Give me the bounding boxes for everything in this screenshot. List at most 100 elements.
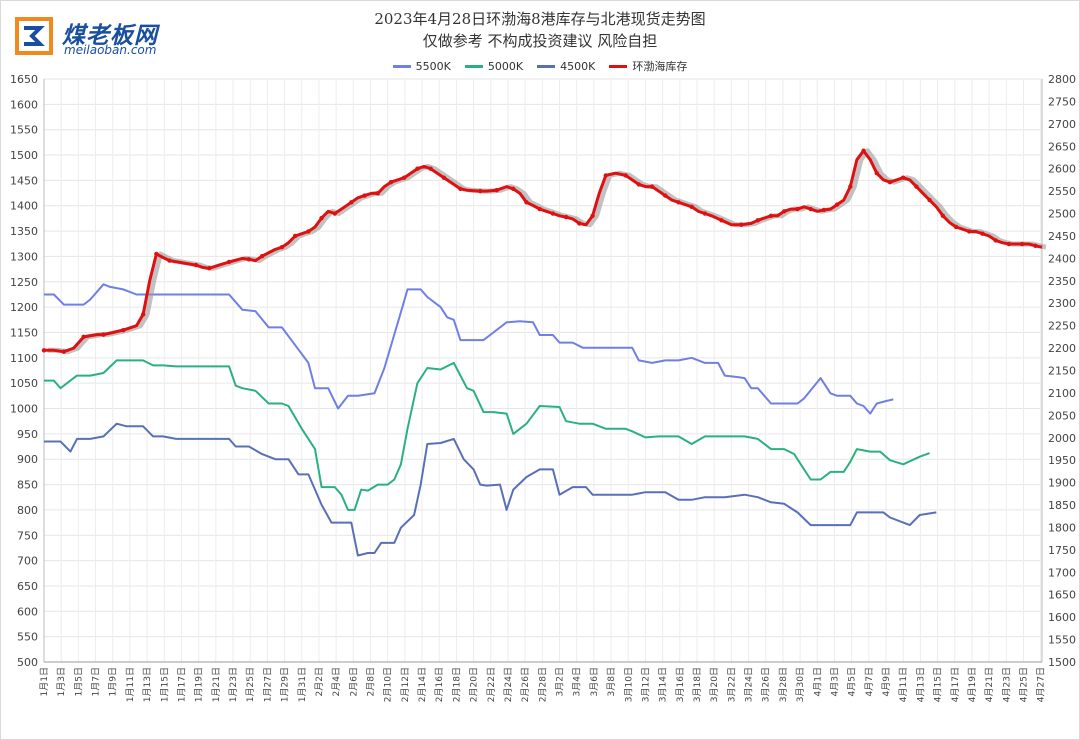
left-tick-label: 800 bbox=[17, 504, 38, 517]
x-tick-label: 1月15日 bbox=[159, 667, 170, 702]
x-tick-label: 2月6日 bbox=[348, 667, 359, 696]
x-tick-label: 3月22日 bbox=[726, 667, 737, 702]
legend-label: 环渤海库存 bbox=[632, 60, 688, 73]
x-tick-label: 1月27日 bbox=[262, 667, 273, 702]
right-tick-label: 1550 bbox=[1048, 634, 1076, 647]
series-point bbox=[782, 209, 787, 214]
x-tick-label: 1月7日 bbox=[91, 667, 102, 696]
x-tick-label: 1月17日 bbox=[176, 667, 187, 702]
x-tick-label: 4月9日 bbox=[881, 667, 892, 696]
x-tick-label: 1月11日 bbox=[125, 667, 136, 702]
right-tick-label: 2600 bbox=[1048, 163, 1076, 176]
series-point bbox=[1019, 241, 1025, 247]
series-point bbox=[207, 266, 212, 271]
series-point bbox=[246, 257, 252, 262]
series-line-5000K bbox=[44, 359, 930, 511]
series-line-4500K bbox=[44, 422, 937, 557]
series-point bbox=[577, 221, 582, 226]
series-point bbox=[676, 200, 681, 205]
x-tick-label: 4月23日 bbox=[1001, 667, 1012, 702]
series-point bbox=[901, 175, 906, 180]
right-tick-label: 2100 bbox=[1048, 387, 1076, 400]
left-tick-label: 1300 bbox=[10, 250, 38, 263]
x-tick-label: 2月4日 bbox=[331, 667, 342, 696]
right-tick-label: 2450 bbox=[1048, 230, 1076, 243]
left-tick-label: 950 bbox=[17, 428, 38, 441]
left-tick-label: 1600 bbox=[10, 98, 38, 111]
left-tick-label: 500 bbox=[17, 656, 38, 669]
x-tick-label: 3月4日 bbox=[572, 667, 583, 696]
logo: 煤老板网 meilaoban.com bbox=[14, 14, 214, 60]
left-tick-label: 1150 bbox=[10, 326, 38, 339]
left-tick-label: 550 bbox=[17, 631, 38, 644]
right-tick-label: 2000 bbox=[1048, 432, 1076, 445]
series-point bbox=[887, 179, 893, 185]
left-tick-label: 1400 bbox=[10, 200, 38, 213]
left-tick-label: 1100 bbox=[10, 352, 38, 365]
series-point bbox=[279, 244, 285, 250]
right-tick-label: 1700 bbox=[1048, 566, 1076, 579]
x-tick-label: 1月13日 bbox=[142, 667, 153, 702]
right-tick-label: 2800 bbox=[1048, 73, 1076, 86]
series-point bbox=[861, 148, 866, 153]
legend-item: 环渤海库存 bbox=[609, 58, 687, 74]
logo-mark-icon bbox=[15, 17, 53, 55]
legend-item: 4500K bbox=[537, 58, 595, 74]
x-tick-label: 3月10日 bbox=[623, 667, 634, 702]
series-point bbox=[953, 224, 959, 230]
x-tick-label: 4月15日 bbox=[933, 667, 944, 702]
series-point bbox=[415, 166, 420, 171]
series-point bbox=[101, 332, 106, 337]
right-tick-label: 2150 bbox=[1048, 365, 1076, 378]
series-point bbox=[649, 184, 655, 189]
x-tick-label: 4月1日 bbox=[812, 667, 823, 696]
x-tick-label: 4月19日 bbox=[967, 667, 978, 702]
right-tick-label: 2200 bbox=[1048, 342, 1076, 355]
x-tick-label: 2月28日 bbox=[537, 667, 548, 702]
x-tick-label: 3月2日 bbox=[555, 667, 566, 696]
series-point bbox=[808, 206, 813, 212]
left-tick-label: 750 bbox=[17, 529, 38, 542]
left-tick-label: 1200 bbox=[10, 301, 38, 314]
series-point bbox=[524, 200, 529, 205]
series-point bbox=[940, 213, 946, 218]
logo-name: 煤老板网 bbox=[62, 22, 158, 49]
right-tick-label: 2250 bbox=[1048, 320, 1076, 333]
x-tick-label: 2月20日 bbox=[469, 667, 480, 702]
series-point bbox=[441, 175, 447, 180]
series-point bbox=[428, 166, 433, 171]
series-point bbox=[768, 213, 774, 218]
x-tick-label: 3月18日 bbox=[692, 667, 703, 702]
series-point bbox=[332, 211, 338, 216]
x-tick-label: 2月22日 bbox=[486, 667, 497, 702]
series-line-inventory bbox=[44, 149, 1043, 354]
x-tick-label: 3月16日 bbox=[675, 667, 686, 702]
x-tick-label: 1月1日 bbox=[39, 667, 50, 696]
series-point bbox=[739, 222, 744, 227]
x-tick-label: 1月5日 bbox=[73, 667, 84, 696]
series-point bbox=[375, 191, 380, 196]
left-tick-label: 1050 bbox=[10, 377, 38, 390]
legend-swatch bbox=[392, 64, 411, 68]
left-tick-label: 1550 bbox=[10, 124, 38, 137]
series-point bbox=[193, 262, 199, 268]
legend-swatch bbox=[464, 64, 483, 68]
legend-swatch bbox=[537, 64, 556, 68]
left-tick-label: 850 bbox=[17, 479, 38, 492]
legend-item: 5500K bbox=[392, 58, 451, 74]
x-tick-label: 4月5日 bbox=[847, 667, 858, 696]
series-point bbox=[663, 193, 668, 198]
x-tick-label: 4月3日 bbox=[829, 667, 840, 696]
x-tick-label: 2月14日 bbox=[417, 667, 428, 702]
series-point bbox=[980, 231, 985, 236]
x-tick-label: 4月13日 bbox=[915, 667, 926, 702]
x-tick-label: 1月21日 bbox=[211, 667, 222, 702]
series-point bbox=[914, 184, 919, 189]
x-tick-label: 3月20日 bbox=[709, 667, 720, 702]
x-tick-label: 1月23日 bbox=[228, 667, 239, 702]
x-tick-label: 4月11日 bbox=[898, 667, 909, 702]
series-point bbox=[61, 349, 67, 354]
x-tick-label: 1月31日 bbox=[297, 667, 308, 702]
left-tick-label: 1350 bbox=[10, 225, 38, 238]
right-tick-label: 2700 bbox=[1048, 118, 1076, 131]
